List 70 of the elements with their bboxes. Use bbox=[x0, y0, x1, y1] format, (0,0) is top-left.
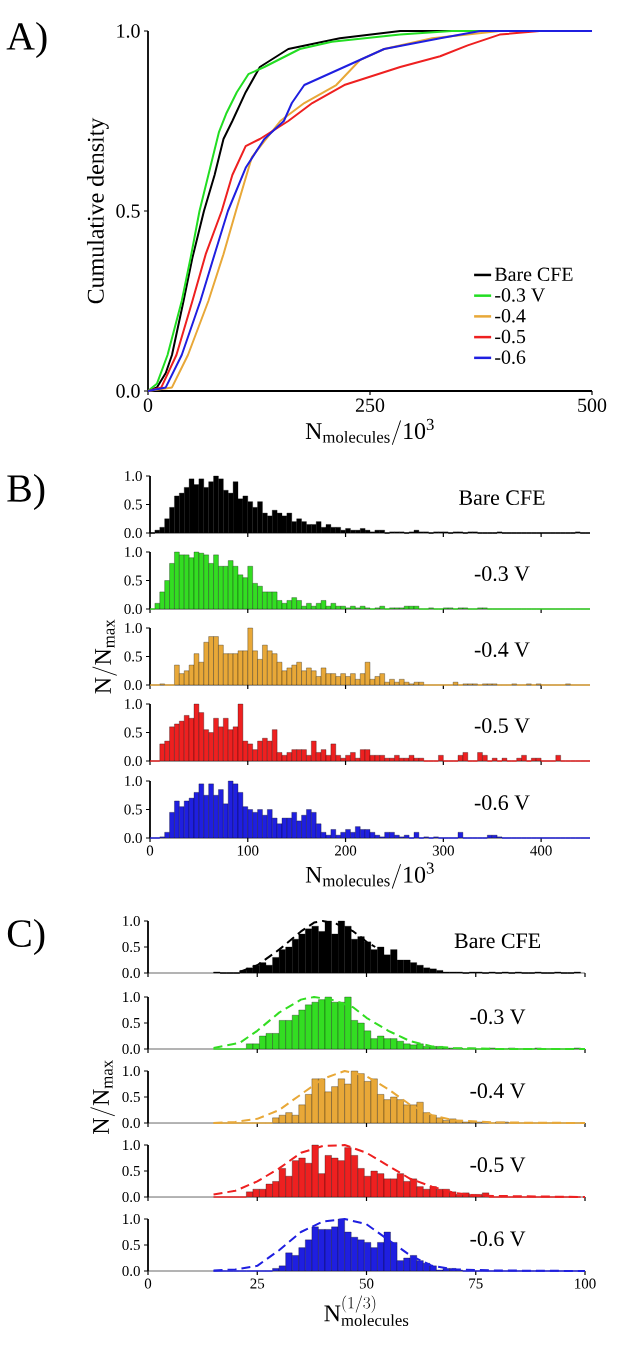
y-axis-title: Cumulative density bbox=[86, 117, 109, 304]
chart-title: A) bbox=[6, 21, 47, 59]
x-tick-label: 500 bbox=[578, 398, 607, 412]
y-axis-title: $\mathrm{N/N_{max}}$ bbox=[90, 1060, 115, 1134]
y-tick-label: 0.0 bbox=[124, 527, 142, 539]
x-tick-label: 0 bbox=[143, 398, 153, 412]
y-tick-label: 0.0 bbox=[122, 1117, 140, 1129]
chart-title: C) bbox=[7, 918, 45, 956]
y-tick-label: 0.5 bbox=[122, 1091, 140, 1103]
y-tick-label: 1.0 bbox=[123, 991, 140, 1003]
x-tick-label: 0 bbox=[146, 845, 154, 856]
y-tick-label: 0.5 bbox=[124, 727, 142, 738]
y-tick-label: 0.0 bbox=[124, 755, 142, 767]
y-tick-label: 1.0 bbox=[123, 1139, 140, 1151]
annotation: -0.4 V bbox=[474, 642, 530, 658]
y-tick-label: 0.5 bbox=[122, 941, 140, 953]
y-tick-label: 0.0 bbox=[122, 1043, 140, 1055]
annotation: Bare CFE bbox=[459, 490, 545, 506]
annotation: -0.4 V bbox=[470, 1083, 526, 1099]
x-tick-label: 0 bbox=[144, 1278, 152, 1289]
y-tick-label: 0.0 bbox=[122, 967, 140, 979]
y-tick-label: 0.0 bbox=[116, 384, 140, 398]
x-tick-label: 100 bbox=[237, 845, 259, 856]
y-tick-label: 1.0 bbox=[125, 775, 142, 787]
y-tick-label: 1.0 bbox=[117, 24, 140, 38]
y-tick-label: 1.0 bbox=[123, 1213, 140, 1225]
x-axis-title: $\mathrm{N}_{\mathrm{molecules}}^{(1/3)}$ bbox=[324, 1295, 409, 1327]
y-tick-label: 0.0 bbox=[122, 1191, 140, 1203]
y-tick-label: 1.0 bbox=[125, 622, 142, 634]
y-tick-label: 0.0 bbox=[124, 832, 142, 844]
annotation: -0.3 V bbox=[474, 566, 530, 582]
x-tick-label: 50 bbox=[359, 1278, 374, 1289]
y-tick-label: 1.0 bbox=[125, 470, 142, 482]
x-tick-label: 75 bbox=[469, 1278, 483, 1289]
y-tick-label: 0.0 bbox=[124, 679, 142, 691]
annotation: -0.5 V bbox=[470, 1157, 526, 1173]
x-tick-label: 250 bbox=[355, 398, 385, 412]
annotation: -0.3 V bbox=[470, 1009, 526, 1025]
annotation: -0.6 V bbox=[474, 795, 530, 811]
annotation: -0.6 V bbox=[470, 1231, 526, 1247]
x-tick-label: 200 bbox=[335, 845, 357, 856]
x-axis-title: $\mathrm{N_{molecules}/10^{3}}$ bbox=[305, 418, 434, 446]
y-tick-label: 0.5 bbox=[116, 204, 140, 218]
annotation: Bare CFE bbox=[454, 933, 541, 949]
y-tick-label: 0.5 bbox=[124, 804, 142, 815]
y-axis-title: $\mathrm{N/N_{max}}$ bbox=[92, 619, 117, 694]
x-tick-label: 300 bbox=[432, 845, 454, 856]
y-tick-label: 0.5 bbox=[122, 1017, 140, 1029]
legend-label: -0.5 bbox=[495, 329, 526, 344]
x-tick-label: 400 bbox=[530, 845, 552, 856]
y-tick-label: 0.5 bbox=[122, 1165, 140, 1177]
y-tick-label: 0.0 bbox=[122, 1265, 140, 1277]
x-tick-label: 25 bbox=[250, 1278, 265, 1289]
y-tick-label: 0.5 bbox=[122, 1239, 140, 1251]
y-tick-label: 1.0 bbox=[125, 698, 142, 710]
legend-label: Bare CFE bbox=[494, 267, 573, 281]
y-tick-label: 1.0 bbox=[123, 1065, 140, 1077]
legend-label: -0.6 bbox=[495, 350, 526, 365]
chart-title: B) bbox=[7, 473, 45, 511]
annotation: -0.5 V bbox=[474, 718, 530, 734]
y-tick-label: 0.5 bbox=[124, 651, 142, 662]
y-tick-label: 0.0 bbox=[124, 603, 142, 615]
y-tick-label: 1.0 bbox=[125, 546, 142, 558]
x-tick-label: 100 bbox=[575, 1278, 596, 1289]
y-tick-label: 0.5 bbox=[124, 499, 142, 510]
y-tick-label: 1.0 bbox=[123, 915, 140, 927]
legend-label: -0.4 bbox=[495, 309, 526, 323]
x-axis-title: $\mathrm{N_{molecules}/10^{3}}$ bbox=[305, 862, 434, 889]
legend-label: -0.3 V bbox=[495, 288, 546, 302]
y-tick-label: 0.5 bbox=[124, 575, 142, 586]
